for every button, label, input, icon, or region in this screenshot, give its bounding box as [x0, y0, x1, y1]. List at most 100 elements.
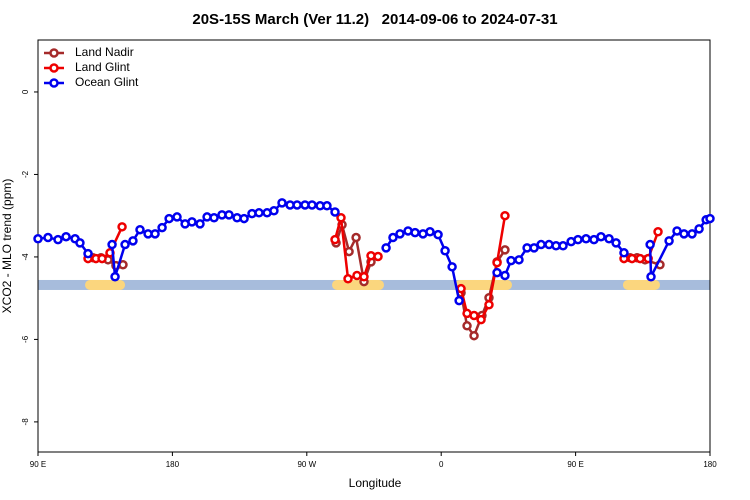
data-point — [209, 212, 219, 223]
data-point — [454, 295, 464, 306]
data-point — [381, 243, 391, 253]
data-point — [135, 224, 145, 235]
data-point — [536, 239, 546, 250]
data-point — [645, 239, 655, 250]
data-point — [359, 271, 369, 282]
data-point — [679, 229, 689, 239]
data-point — [117, 222, 127, 232]
data-point — [61, 231, 71, 242]
data-point — [164, 213, 174, 224]
data-point — [187, 217, 197, 227]
data-point — [172, 212, 182, 222]
data-point — [269, 205, 279, 216]
data-point — [157, 222, 167, 233]
data-point — [292, 200, 302, 210]
data-point — [506, 255, 516, 266]
data-point — [635, 253, 645, 264]
x-tick-label: 90 E — [30, 460, 46, 469]
legend-marker — [49, 63, 59, 73]
data-point — [514, 255, 524, 265]
data-point — [120, 239, 130, 250]
data-point — [330, 207, 340, 217]
data-point — [351, 232, 361, 243]
y-tick-label: -4 — [21, 253, 30, 261]
x-tick-label: 180 — [166, 460, 180, 469]
data-point — [150, 229, 160, 239]
data-point — [75, 238, 85, 248]
y-tick-label: -8 — [21, 418, 30, 426]
y-tick-label: 0 — [21, 89, 30, 94]
data-point — [195, 219, 205, 229]
data-point — [307, 200, 317, 210]
data-point — [558, 241, 568, 251]
data-point — [410, 227, 420, 238]
data-point — [128, 236, 138, 246]
x-tick-label: 180 — [703, 460, 717, 469]
data-point — [573, 234, 583, 245]
data-point — [33, 234, 43, 244]
y-axis-label: XCO2 - MLO trend (ppm) — [0, 179, 14, 314]
data-point — [433, 229, 443, 240]
chart-title: 20S-15S March (Ver 11.2) 2014-09-06 to 2… — [192, 11, 557, 28]
data-point — [705, 213, 715, 224]
data-point — [596, 231, 606, 242]
data-point — [581, 234, 591, 244]
land-band — [622, 279, 660, 290]
data-point — [462, 321, 472, 331]
legend-label: Land Glint — [75, 60, 130, 74]
data-point — [373, 251, 383, 262]
land-band — [332, 279, 385, 290]
legend-label: Ocean Glint — [75, 75, 139, 89]
data-point — [344, 246, 354, 257]
data-point — [653, 227, 663, 237]
legend-marker — [49, 78, 59, 88]
data-point — [83, 248, 93, 259]
data-point — [277, 198, 287, 208]
data-point — [330, 234, 340, 245]
data-point — [664, 236, 674, 246]
land-band — [454, 279, 512, 290]
data-point — [388, 232, 398, 243]
data-point — [336, 212, 346, 223]
land-band — [85, 279, 126, 290]
data-point — [97, 253, 107, 264]
data-point — [611, 238, 621, 248]
data-point — [476, 314, 486, 325]
data-point — [500, 245, 510, 255]
data-point — [395, 229, 405, 239]
data-point — [604, 234, 614, 244]
data-point — [619, 248, 629, 258]
data-point — [322, 201, 332, 211]
data-point — [687, 229, 697, 239]
data-point — [469, 310, 479, 321]
data-point — [492, 257, 502, 268]
data-point — [484, 300, 494, 310]
data-point — [239, 213, 249, 224]
data-point — [254, 208, 264, 218]
data-point — [107, 239, 117, 250]
data-point — [447, 262, 457, 272]
data-point — [343, 274, 353, 284]
data-point — [425, 227, 435, 237]
y-tick-label: -6 — [21, 335, 30, 343]
data-point — [43, 232, 53, 243]
x-tick-label: 90 E — [567, 460, 583, 469]
plot-frame — [37, 39, 711, 453]
data-point — [627, 253, 637, 264]
legend-marker — [49, 48, 59, 58]
data-point — [469, 330, 479, 341]
data-point — [456, 283, 466, 294]
series-line — [333, 216, 379, 281]
data-point — [53, 234, 63, 245]
data-point — [500, 210, 510, 221]
data-point — [492, 267, 502, 278]
y-tick-label: -2 — [21, 170, 30, 178]
series-line — [459, 215, 507, 321]
data-point — [500, 270, 510, 281]
legend-label: Land Nadir — [75, 45, 134, 59]
data-point — [224, 210, 234, 220]
x-tick-label: 90 W — [297, 460, 316, 469]
data-point — [694, 224, 704, 234]
